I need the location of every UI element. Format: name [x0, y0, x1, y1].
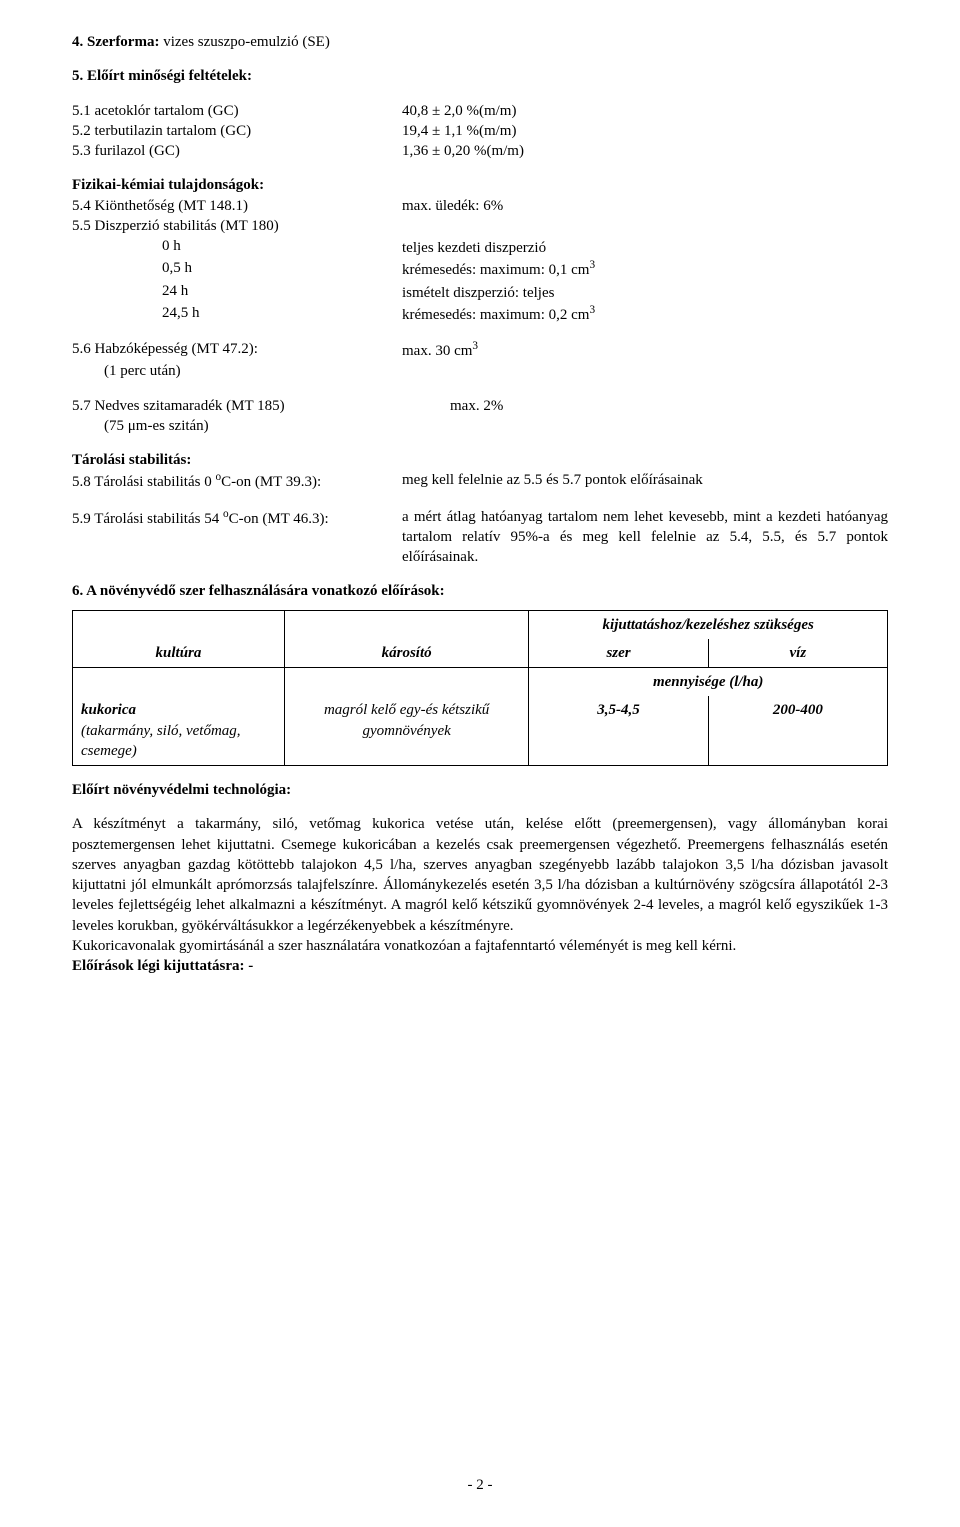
disp-row: 0 h teljes kezdeti diszperzió — [162, 236, 888, 258]
disp-time: 0 h — [162, 236, 402, 258]
disp-val-sup: 3 — [589, 304, 595, 316]
t54-pref: 5.9 Tárolási stabilitás 54 — [72, 511, 223, 527]
karosito-1: magról kelő egy-és kétszikű — [324, 702, 489, 718]
disp-value: ismételt diszperzió: teljes — [402, 281, 888, 303]
t54-suf: C-on (MT 46.3): — [229, 511, 329, 527]
disp-val-prefix: krémesedés: maximum: 0,1 cm — [402, 262, 589, 278]
disp-row: 0,5 h krémesedés: maximum: 0,1 cm3 — [162, 258, 888, 280]
s5-heading: 5. Előírt minőségi feltételek: — [72, 66, 888, 86]
spec-row: 5.6 Habzóképesség (MT 47.2): max. 30 cm3 — [72, 339, 888, 361]
t0-suf: C-on (MT 39.3): — [221, 474, 321, 490]
tarolasi-heading: Tárolási stabilitás: — [72, 450, 888, 470]
page-footer: - 2 - — [0, 1475, 960, 1495]
spec-row: 5.7 Nedves szitamaradék (MT 185) max. 2% — [72, 396, 888, 416]
s4-value: vizes szuszpo-emulzió (SE) — [163, 34, 330, 50]
disp-val-prefix: krémesedés: maximum: 0,2 cm — [402, 307, 589, 323]
disp-time: 24,5 h — [162, 303, 402, 325]
spec-row: 5.1 acetoklór tartalom (GC) 40,8 ± 2,0 %… — [72, 101, 888, 121]
disp-row: 24 h ismételt diszperzió: teljes — [162, 281, 888, 303]
spec-row: 5.9 Tárolási stabilitás 54 oC-on (MT 46.… — [72, 507, 888, 568]
disp-value: teljes kezdeti diszperzió — [402, 236, 888, 258]
legi-line: Előírások légi kijuttatásra: - — [72, 956, 888, 976]
karosito-2: gyomnövények — [363, 723, 451, 739]
disp-val-sup: 3 — [589, 259, 595, 271]
spec-row: 5.4 Kiönthetőség (MT 148.1) max. üledék:… — [72, 196, 888, 216]
tbl-cell-viz: 200-400 — [708, 696, 887, 765]
spec-label: 5.9 Tárolási stabilitás 54 oC-on (MT 46.… — [72, 507, 402, 568]
spec-value: max. üledék: 6% — [402, 196, 888, 216]
tbl-hdr-viz: víz — [708, 639, 887, 668]
disp-time: 0,5 h — [162, 258, 402, 280]
spec-label: 5.7 Nedves szitamaradék (MT 185) — [72, 396, 402, 416]
spec-value: 19,4 ± 1,1 %(m/m) — [402, 121, 888, 141]
kultura-main: kukorica — [81, 702, 136, 718]
disp-val-prefix: ismételt diszperzió: teljes — [402, 285, 554, 301]
tbl-cell-kultura: kukorica (takarmány, siló, vetőmag, csem… — [73, 696, 285, 765]
disp-val-prefix: teljes kezdeti diszperzió — [402, 240, 546, 256]
physchem-heading: Fizikai-kémiai tulajdonságok: — [72, 175, 888, 195]
spec-row: 5.3 furilazol (GC) 1,36 ± 0,20 %(m/m) — [72, 141, 888, 161]
spec-label: 5.8 Tárolási stabilitás 0 oC-on (MT 39.3… — [72, 470, 402, 492]
spec-value: a mért átlag hatóanyag tartalom nem lehe… — [402, 507, 888, 568]
spec-label: 5.2 terbutilazin tartalom (GC) — [72, 121, 402, 141]
s4-label: 4. Szerforma: — [72, 34, 159, 50]
tbl-hdr-szer: szer — [529, 639, 708, 668]
habzo-val-prefix: max. 30 cm — [402, 343, 472, 359]
kultura-sub: (takarmány, siló, vetőmag, csemege) — [81, 723, 241, 759]
tbl-hdr-top: kijuttatáshoz/kezeléshez szükséges — [529, 610, 888, 639]
section-4-heading: 4. Szerforma: vizes szuszpo-emulzió (SE) — [72, 32, 888, 52]
tbl-cell-karosito: magról kelő egy-és kétszikű gyomnövények — [284, 696, 529, 765]
disp-value: krémesedés: maximum: 0,1 cm3 — [402, 258, 888, 280]
spec-row: 5.2 terbutilazin tartalom (GC) 19,4 ± 1,… — [72, 121, 888, 141]
tech-heading: Előírt növényvédelmi technológia: — [72, 780, 888, 800]
disp-row: 24,5 h krémesedés: maximum: 0,2 cm3 — [162, 303, 888, 325]
habzo-note: (1 perc után) — [104, 361, 888, 381]
spec-value: 40,8 ± 2,0 %(m/m) — [402, 101, 888, 121]
tech-para-2: Kukoricavonalak gyomirtásánál a szer has… — [72, 936, 888, 956]
tech-para-1: A készítményt a takarmány, siló, vetőmag… — [72, 814, 888, 936]
s6-heading: 6. A növényvédő szer felhasználására von… — [72, 581, 888, 601]
spec-value: max. 30 cm3 — [402, 339, 888, 361]
tbl-unit: mennyisége (l/ha) — [529, 668, 888, 697]
usage-table: kijuttatáshoz/kezeléshez szükséges kultú… — [72, 610, 888, 767]
disp-value: krémesedés: maximum: 0,2 cm3 — [402, 303, 888, 325]
t0-pref: 5.8 Tárolási stabilitás 0 — [72, 474, 215, 490]
spec-label: 5.4 Kiönthetőség (MT 148.1) — [72, 196, 402, 216]
spec-row: 5.8 Tárolási stabilitás 0 oC-on (MT 39.3… — [72, 470, 888, 492]
disp-time: 24 h — [162, 281, 402, 303]
szita-note: (75 μm-es szitán) — [104, 416, 888, 436]
spec-value: 1,36 ± 0,20 %(m/m) — [402, 141, 888, 161]
spec-label: 5.3 furilazol (GC) — [72, 141, 402, 161]
spec-label: 5.1 acetoklór tartalom (GC) — [72, 101, 402, 121]
habzo-val-sup: 3 — [472, 340, 478, 352]
spec-label: 5.6 Habzóképesség (MT 47.2): — [72, 339, 402, 361]
diszperzio-label: 5.5 Diszperzió stabilitás (MT 180) — [72, 216, 888, 236]
tbl-hdr-kultura: kultúra — [73, 639, 285, 668]
spec-value: max. 2% — [402, 396, 888, 416]
spec-value: meg kell felelnie az 5.5 és 5.7 pontok e… — [402, 470, 888, 492]
tbl-cell-szer: 3,5-4,5 — [529, 696, 708, 765]
tbl-hdr-karosito: károsító — [284, 639, 529, 668]
